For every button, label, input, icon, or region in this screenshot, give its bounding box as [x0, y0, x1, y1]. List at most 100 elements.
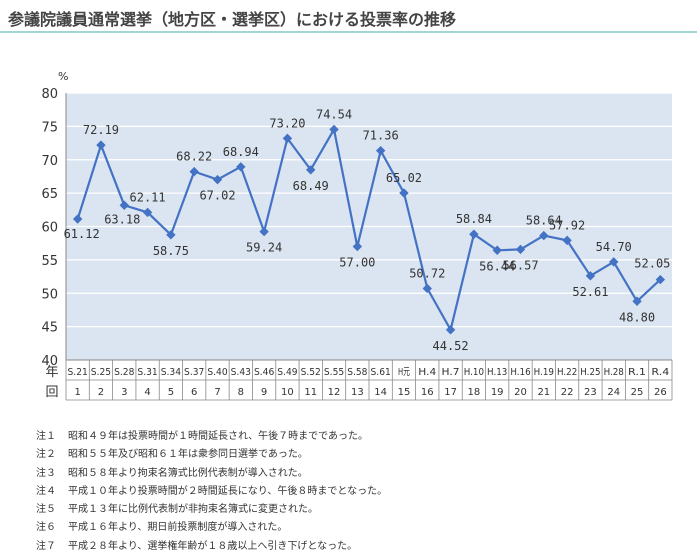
note-text: 昭和５５年及び昭和６１年は衆参同日選挙であった。 [68, 449, 308, 461]
data-point-marker [189, 166, 199, 177]
category-round-label: 5 [168, 387, 174, 398]
category-year-label: S.28 [114, 367, 134, 378]
data-label: 61.12 [64, 227, 100, 241]
category-round-label: 20 [514, 387, 527, 398]
note-text: 昭和５８年より拘束名簿式比例代表制が導入された。 [68, 467, 308, 479]
note-item: 注３ 昭和５８年より拘束名簿式比例代表制が導入された。 [36, 465, 387, 483]
data-label: 58.84 [456, 212, 492, 226]
y-tick-label: 65 [41, 187, 58, 202]
data-point-marker [492, 245, 502, 255]
category-year-label: H.22 [557, 367, 577, 378]
category-year-label: S.31 [137, 367, 157, 378]
y-tick-label: 45 [41, 321, 58, 336]
category-round-label: 26 [654, 387, 667, 398]
data-point-marker [236, 162, 246, 172]
data-point-marker [72, 214, 83, 224]
data-point-marker [515, 244, 526, 255]
y-tick-labels: 40 45 50 55 60 65 70 75 80 [41, 87, 58, 369]
row-label-year: 年 [45, 365, 58, 380]
data-label: 68.94 [223, 145, 259, 159]
data-point-marker [445, 325, 456, 335]
data-point-marker [469, 229, 479, 239]
note-text: 平成２８年より、選挙権年齢が１８歳以上へ引き下げとなった。 [68, 540, 358, 552]
data-label: 72.19 [83, 123, 119, 137]
data-point-marker [119, 200, 129, 210]
data-markers [72, 124, 666, 335]
category-round-label: 9 [261, 387, 267, 398]
y-tick-label: 40 [41, 354, 58, 369]
category-round-label: 13 [351, 387, 364, 398]
note-label: 注５ [36, 504, 56, 516]
category-year-label: S.34 [161, 367, 181, 378]
data-label: 52.05 [634, 257, 670, 271]
note-label: 注７ [36, 540, 56, 552]
data-label: 48.80 [619, 310, 655, 324]
data-label: 62.11 [130, 190, 166, 204]
category-year-label: S.58 [347, 367, 367, 378]
note-item: 注５ 平成１３年に比例代表制が非拘束名簿式に変更された。 [36, 501, 387, 519]
category-round-label: 7 [214, 387, 220, 398]
notes-list: 注１ 昭和４９年は投票時間が１時間延長され、午後７時までであった。 注２ 昭和５５年及… [36, 428, 387, 556]
category-round-label: 10 [281, 387, 294, 398]
category-round-label: 12 [328, 387, 341, 398]
row-label-round: 回 [45, 385, 58, 400]
y-tick-label: 55 [41, 254, 58, 269]
category-round-label: 1 [74, 387, 80, 398]
note-label: 注３ [36, 467, 56, 479]
data-label: 59.24 [246, 241, 282, 255]
category-year-label: S.61 [371, 367, 391, 378]
data-label: 65.02 [386, 171, 422, 185]
note-label: 注６ [36, 522, 56, 534]
data-point-marker [539, 230, 549, 241]
data-label: 52.61 [572, 285, 608, 299]
note-text: 平成１６年より、期日前投票制度が導入された。 [68, 522, 288, 534]
data-label: 63.18 [104, 212, 140, 226]
y-tick-label: 80 [41, 87, 58, 102]
data-label: 68.22 [176, 150, 212, 164]
category-year-label: H.25 [580, 367, 600, 378]
note-text: 平成１０年より投票時間が２時間延長になり、午後８時までとなった。 [68, 485, 388, 497]
data-label: 58.64 [526, 214, 562, 228]
data-point-marker [259, 226, 269, 237]
data-point-marker [585, 271, 596, 281]
data-label: 74.54 [316, 107, 352, 121]
category-year-label: S.52 [301, 367, 321, 378]
category-round-label: 18 [468, 387, 481, 398]
data-label: 57.00 [339, 256, 375, 270]
category-round-label: 14 [374, 387, 387, 398]
data-label: 50.72 [409, 266, 445, 280]
category-year-label: H.4 [418, 367, 436, 378]
data-point-marker [399, 188, 409, 198]
category-year-label: H.16 [510, 367, 530, 378]
category-year-label: S.25 [91, 367, 111, 378]
note-text: 平成１３年に比例代表制が非拘束名簿式に変更された。 [68, 504, 318, 516]
category-table: S.21 S.25 S.28 S.31 S.34 S.37 S.40 S.43 S.46 S.49… [65, 360, 673, 401]
category-round-label: 24 [607, 387, 620, 398]
note-item: 注６ 平成１６年より、期日前投票制度が導入された。 [36, 519, 387, 537]
data-point-marker [609, 257, 619, 267]
category-round-label: 6 [191, 387, 197, 398]
category-year-label: S.43 [231, 367, 251, 378]
category-round-label: 15 [398, 387, 411, 398]
category-round-label: 22 [561, 387, 574, 398]
note-item: 注４ 平成１０年より投票時間が２時間延長になり、午後８時までとなった。 [36, 483, 387, 501]
note-label: 注２ [36, 449, 56, 461]
note-label: 注１ [36, 431, 56, 442]
data-point-marker [329, 124, 339, 135]
data-point-marker [212, 174, 223, 185]
category-round-label: 21 [537, 387, 550, 398]
data-point-marker [352, 241, 363, 252]
category-year-label: S.37 [184, 367, 204, 378]
y-tick-label: 50 [41, 287, 58, 302]
category-year-label: S.49 [277, 367, 297, 378]
category-round-label: 11 [304, 387, 317, 398]
category-year-label: H.7 [442, 367, 460, 378]
category-year-label: H.10 [464, 367, 484, 378]
data-point-marker [306, 165, 316, 175]
data-label: 54.70 [596, 240, 632, 254]
category-round-label: 2 [98, 387, 104, 398]
data-label: 44.52 [433, 339, 469, 353]
category-year-label: H.13 [487, 367, 507, 378]
category-year-label: S.21 [68, 367, 88, 378]
category-round-label: 3 [121, 387, 127, 398]
